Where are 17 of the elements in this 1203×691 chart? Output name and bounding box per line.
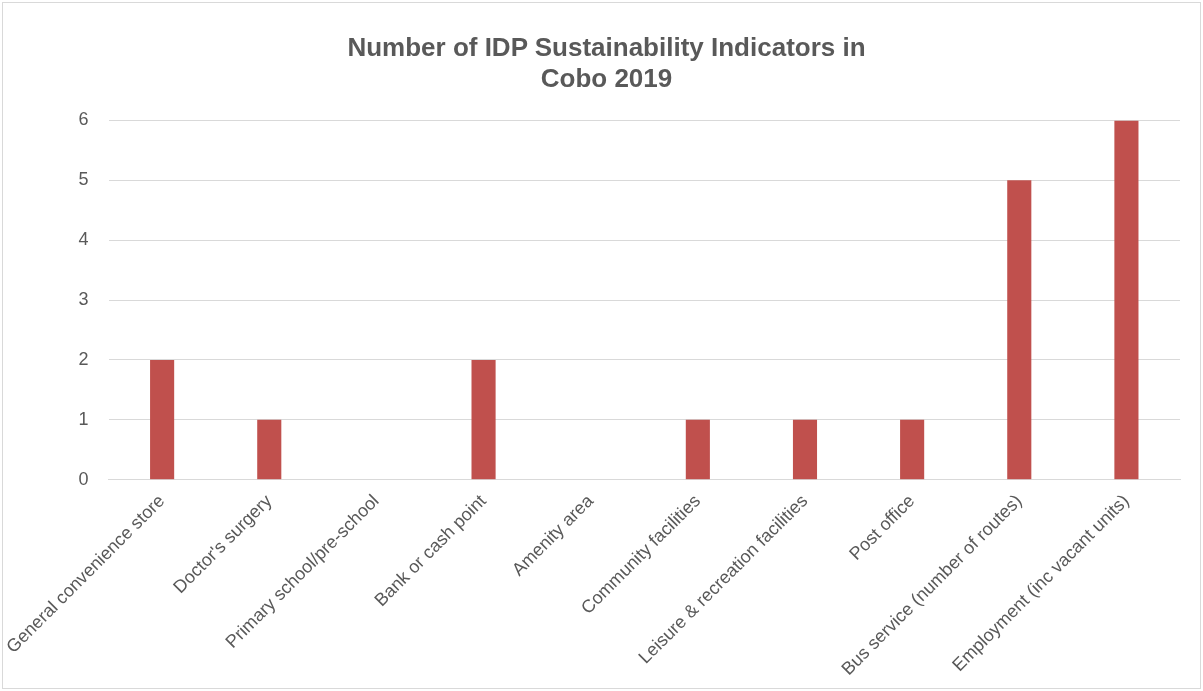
y-tick-label: 1 (78, 408, 89, 429)
y-tick-label: 4 (78, 229, 89, 250)
y-tick-label: 0 (78, 468, 89, 489)
bar (471, 359, 496, 480)
y-tick-label: 2 (78, 348, 89, 369)
bar (1114, 120, 1139, 480)
bar (685, 419, 710, 480)
bar (900, 419, 925, 480)
y-tick-label: 6 (78, 109, 89, 130)
bar (1007, 180, 1032, 480)
bar (150, 359, 175, 480)
text: Number of IDP Sustainability Indicators in (347, 31, 866, 62)
y-tick-label: 5 (78, 169, 89, 190)
text: Cobo 2019 (540, 62, 673, 93)
bar (257, 419, 282, 480)
bar (792, 419, 818, 480)
y-tick-label: 3 (78, 289, 89, 310)
